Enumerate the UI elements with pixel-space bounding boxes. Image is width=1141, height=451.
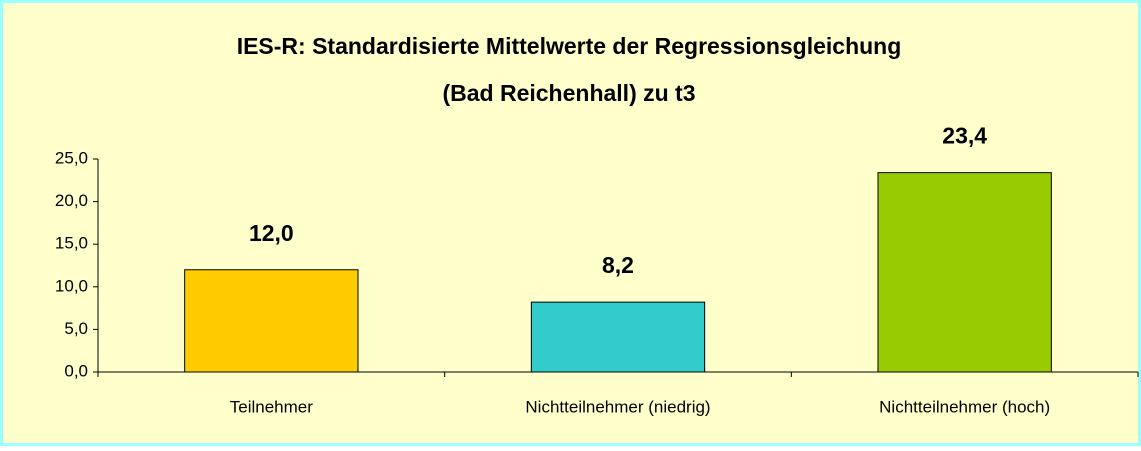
y-tick-label: 10,0 bbox=[55, 276, 88, 295]
y-tick-label: 20,0 bbox=[55, 191, 88, 210]
chart-title: IES-R: Standardisierte Mittelwerte der R… bbox=[237, 33, 902, 59]
y-tick-label: 15,0 bbox=[55, 234, 88, 253]
bar bbox=[530, 301, 706, 373]
value-label: 8,2 bbox=[602, 252, 634, 278]
x-tick-label: Nichtteilnehmer (hoch) bbox=[879, 397, 1050, 416]
value-label: 23,4 bbox=[942, 123, 987, 149]
x-tick-label: Teilnehmer bbox=[230, 397, 313, 416]
value-label: 12,0 bbox=[249, 220, 294, 246]
bar bbox=[877, 172, 1052, 373]
x-tick-label: Nichtteilnehmer (niedrig) bbox=[525, 397, 710, 416]
y-tick-label: 25,0 bbox=[55, 148, 88, 167]
chart-title: (Bad Reichenhall) zu t3 bbox=[442, 80, 695, 106]
y-tick-label: 0,0 bbox=[64, 361, 88, 380]
bar bbox=[184, 269, 359, 373]
y-tick-label: 5,0 bbox=[64, 319, 88, 338]
